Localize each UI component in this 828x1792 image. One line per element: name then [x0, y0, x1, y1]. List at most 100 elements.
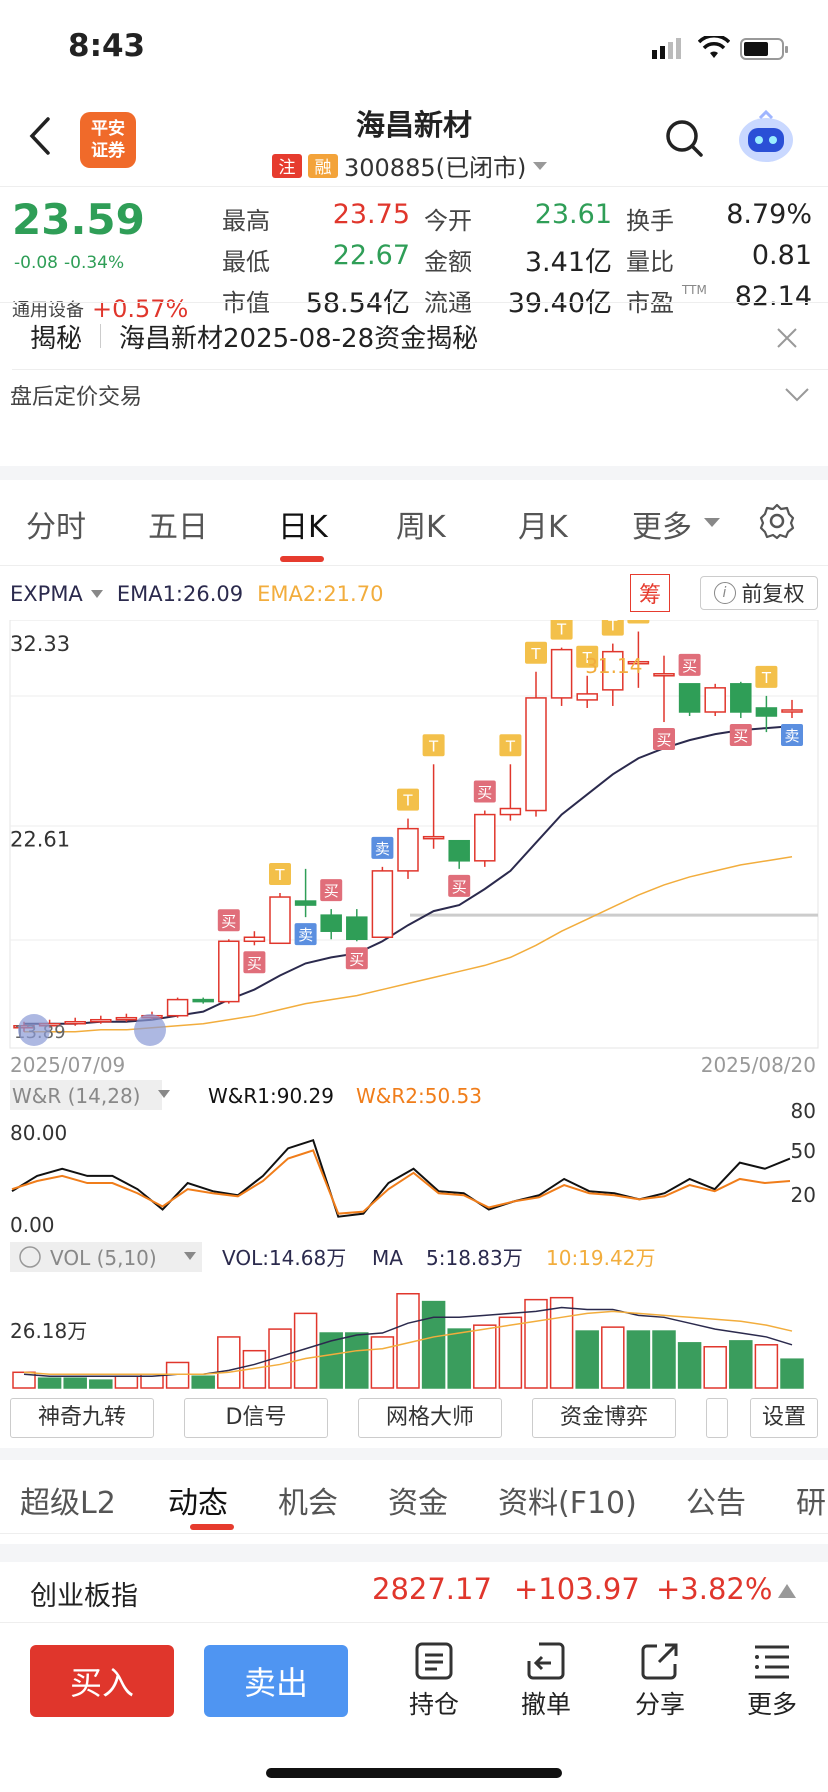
wr1-label: W&R1:90.29: [208, 1084, 334, 1108]
undo-icon: [527, 1642, 565, 1680]
vol-label: VOL:14.68万: [222, 1246, 346, 1270]
signal-marker: T: [576, 645, 599, 668]
tool-button[interactable]: [706, 1398, 728, 1438]
info-icon: i: [713, 582, 736, 604]
signal-icon: [652, 38, 681, 59]
signal-marker: T: [627, 620, 650, 624]
signal-marker: 买: [320, 879, 343, 902]
settings-gear-icon[interactable]: [758, 502, 796, 540]
signal-marker: 买: [678, 653, 701, 676]
scroll-right-handle[interactable]: [134, 1014, 166, 1046]
back-icon[interactable]: [26, 116, 54, 156]
tab-1[interactable]: 五日: [148, 510, 208, 545]
broker-logo[interactable]: 平安 证券: [80, 112, 136, 168]
tab-5[interactable]: 更多: [632, 510, 692, 545]
signal-marker: T: [397, 788, 419, 811]
last-price: 23.59: [12, 195, 145, 244]
subtab-5[interactable]: 公告: [686, 1486, 746, 1521]
subtab-6[interactable]: 研: [796, 1486, 826, 1521]
stat-value: 82.14: [734, 281, 812, 312]
candle-body: [422, 835, 445, 840]
indicator-name[interactable]: EXPMA: [10, 582, 83, 606]
tab-4[interactable]: 月K: [518, 510, 568, 545]
wr-indicator-chip[interactable]: [10, 1080, 162, 1110]
tool-button[interactable]: 网格大师: [358, 1398, 502, 1438]
tool-button[interactable]: D信号: [184, 1398, 328, 1438]
reveal-label: 揭秘: [30, 323, 83, 354]
signal-marker: T: [755, 665, 778, 688]
signal-marker-text: T: [402, 792, 413, 810]
holdings-button[interactable]: 持仓: [384, 1641, 484, 1721]
stat-label: 市盈: [626, 289, 674, 317]
close-icon[interactable]: [776, 327, 798, 349]
buy-button[interactable]: 买入: [30, 1645, 174, 1717]
vol-ma-line-2: [23, 1310, 793, 1376]
subtab-4[interactable]: 资料(F10): [498, 1486, 637, 1521]
signal-marker-text: 卖: [298, 926, 313, 944]
adjust-button[interactable]: i 前复权: [700, 576, 818, 610]
vol-ma-label: MA: [372, 1246, 403, 1270]
tab-0[interactable]: 分时: [26, 510, 86, 545]
vol-indicator-chip[interactable]: [10, 1242, 202, 1272]
reveal-text: 海昌新材2025-08-28资金揭秘: [119, 323, 479, 354]
subtab-0[interactable]: 超级L2: [20, 1486, 116, 1521]
index-name: 创业板指: [30, 1581, 138, 1612]
stat-value: 23.61: [534, 199, 612, 230]
wr-tick-left: 80.00: [10, 1121, 67, 1145]
signal-marker: T: [499, 734, 522, 757]
share-button[interactable]: 分享: [610, 1641, 710, 1721]
volume-bar: [370, 1336, 395, 1389]
search-icon[interactable]: [664, 118, 704, 158]
stat-label: 最高: [222, 207, 270, 235]
robot-assistant-icon[interactable]: [736, 108, 796, 166]
vol-ma-line-1: [23, 1306, 793, 1377]
tab-3[interactable]: 周K: [396, 510, 446, 545]
chip-distribution-button[interactable]: 筹: [630, 574, 670, 612]
signal-marker: T: [550, 620, 573, 640]
index-bar[interactable]: 创业板指 2827.17 +103.97 +3.82%: [0, 1562, 828, 1622]
candle-body: [576, 693, 598, 701]
header: 平安 证券 海昌新材 注 融 300885(已闭市): [0, 90, 828, 186]
vol-ma10-label: 10:19.42万: [546, 1246, 655, 1270]
subtab-1[interactable]: 动态: [168, 1486, 228, 1521]
tab-2[interactable]: 日K: [278, 510, 328, 545]
more-button[interactable]: 更多: [722, 1641, 822, 1721]
signal-marker: 卖: [371, 836, 394, 859]
subtab-3[interactable]: 资金: [388, 1486, 448, 1521]
volume-bar: [754, 1344, 779, 1389]
sell-button[interactable]: 卖出: [204, 1645, 348, 1717]
chevron-down-icon[interactable]: [784, 387, 810, 403]
signal-marker-text: 卖: [784, 727, 799, 745]
subtab-2[interactable]: 机会: [278, 1486, 338, 1521]
reveal-row[interactable]: 揭秘 海昌新材2025-08-28资金揭秘: [30, 303, 478, 369]
volume-bar: [63, 1377, 87, 1389]
signal-marker: 买: [217, 909, 240, 932]
kline-chart[interactable]: 32.3322.61买买T卖买买卖TT买买TTTTTT买买买T卖31.1413.…: [0, 620, 828, 1390]
caret-down-icon: [184, 1252, 196, 1260]
more-label: 更多: [746, 1690, 797, 1719]
candle-body: [781, 709, 803, 713]
ema-line-2: [24, 856, 793, 1033]
candle-body: [166, 998, 189, 1017]
sector-name: 通用设备: [12, 300, 84, 321]
stock-code: 300885(已闭市): [344, 154, 527, 182]
stock-code-row[interactable]: 注 融 300885(已闭市): [272, 148, 548, 183]
after-hours-label[interactable]: 盘后定价交易: [10, 385, 143, 410]
scroll-left-handle[interactable]: [18, 1014, 50, 1046]
candle-body: [115, 1016, 138, 1021]
cancel-order-button[interactable]: 撤单: [496, 1641, 596, 1721]
signal-marker-text: 买: [733, 727, 748, 745]
tool-button[interactable]: 资金博弈: [532, 1398, 676, 1438]
tool-button[interactable]: 神奇九转: [10, 1398, 154, 1438]
vol-ma5-label: 5:18.83万: [426, 1246, 523, 1270]
sector-row[interactable]: 通用设备 +0.57%: [12, 295, 188, 323]
tag-margin: 融: [308, 153, 338, 178]
caret-down-icon: [158, 1090, 170, 1098]
price-change: -0.08 -0.34%: [14, 253, 124, 273]
status-bar: 8:43: [0, 0, 828, 90]
candle-body: [243, 936, 266, 943]
vol-tick-label: 26.18万: [10, 1319, 87, 1343]
candle-body: [678, 683, 701, 713]
index-value: 2827.17: [372, 1572, 492, 1606]
tool-button[interactable]: 设置: [750, 1398, 818, 1438]
